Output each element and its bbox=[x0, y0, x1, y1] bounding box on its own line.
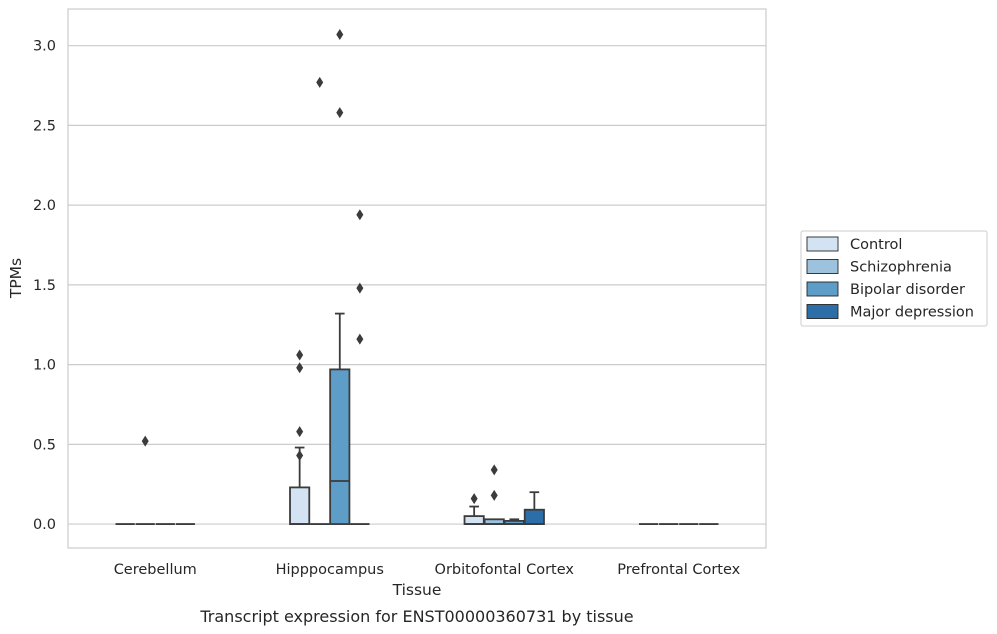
legend-swatch bbox=[806, 281, 839, 297]
series-schizophrenia bbox=[135, 76, 679, 525]
legend: Control Schizophrenia Bipolar disorder Majo… bbox=[800, 230, 988, 327]
outlier-point bbox=[490, 489, 498, 501]
legend-frame bbox=[800, 230, 988, 327]
box-group bbox=[503, 518, 525, 525]
x-axis-label: Tissue bbox=[392, 581, 442, 599]
box-group bbox=[135, 435, 155, 525]
series-bipolar-disorder bbox=[155, 29, 699, 525]
y-tick-labels: 0.0 0.5 1.0 1.5 2.0 2.5 3.0 bbox=[33, 39, 56, 533]
box-series-layer bbox=[115, 29, 719, 525]
legend-item: Control bbox=[806, 236, 902, 253]
x-tick-label: Orbitofontal Cortex bbox=[435, 562, 575, 578]
series-control bbox=[115, 349, 659, 525]
outlier-point bbox=[470, 493, 478, 505]
outlier-point bbox=[490, 464, 498, 476]
outlier-point bbox=[296, 426, 304, 438]
plot-frame bbox=[67, 8, 767, 549]
y-axis-label: TPMs bbox=[7, 258, 25, 299]
chart-title: Transcript expression for ENST0000036073… bbox=[199, 607, 633, 626]
legend-swatch bbox=[806, 259, 839, 274]
box-body bbox=[289, 486, 311, 525]
legend-item: Major depression bbox=[806, 304, 974, 321]
legend-label: Major depression bbox=[850, 305, 974, 321]
box-group bbox=[350, 209, 370, 525]
outlier-point bbox=[356, 282, 364, 294]
outlier-point bbox=[296, 362, 304, 374]
box-group bbox=[289, 349, 311, 525]
x-tick-labels: Cerebellum Hipppocampus Orbitofontal Corte… bbox=[114, 562, 741, 578]
box-body bbox=[329, 368, 351, 525]
box-body bbox=[523, 508, 545, 525]
outlier-point bbox=[356, 333, 364, 345]
x-tick-label: Hipppocampus bbox=[276, 562, 384, 578]
legend-item: Bipolar disorder bbox=[806, 281, 965, 298]
y-tick-label: 1.5 bbox=[33, 278, 56, 294]
y-gridlines bbox=[68, 45, 766, 525]
box-body bbox=[463, 515, 485, 525]
y-tick-label: 1.0 bbox=[33, 358, 56, 374]
legend-label: Bipolar disorder bbox=[850, 282, 965, 298]
outlier-point bbox=[141, 435, 149, 447]
y-tick-label: 0.0 bbox=[33, 517, 56, 533]
legend-label: Control bbox=[850, 237, 902, 253]
y-tick-label: 3.0 bbox=[33, 39, 56, 55]
outlier-point bbox=[296, 349, 304, 361]
box-group bbox=[483, 464, 505, 525]
outlier-point bbox=[316, 76, 324, 88]
box-group bbox=[463, 493, 485, 525]
series-major-depression bbox=[175, 209, 719, 525]
legend-swatch bbox=[806, 236, 839, 252]
box-group bbox=[329, 29, 351, 525]
box-group bbox=[310, 76, 330, 525]
box-group bbox=[523, 491, 545, 525]
outlier-point bbox=[336, 29, 344, 41]
legend-swatch bbox=[806, 304, 839, 319]
legend-label: Schizophrenia bbox=[850, 260, 952, 276]
outlier-point bbox=[336, 107, 344, 119]
x-tick-label: Cerebellum bbox=[114, 562, 197, 578]
y-tick-label: 0.5 bbox=[33, 437, 56, 453]
legend-item: Schizophrenia bbox=[806, 259, 952, 276]
x-tick-label: Prefrontal Cortex bbox=[617, 562, 740, 578]
y-tick-label: 2.5 bbox=[33, 118, 56, 134]
outlier-point bbox=[296, 450, 304, 462]
y-tick-label: 2.0 bbox=[33, 198, 56, 214]
outlier-point bbox=[356, 209, 364, 221]
